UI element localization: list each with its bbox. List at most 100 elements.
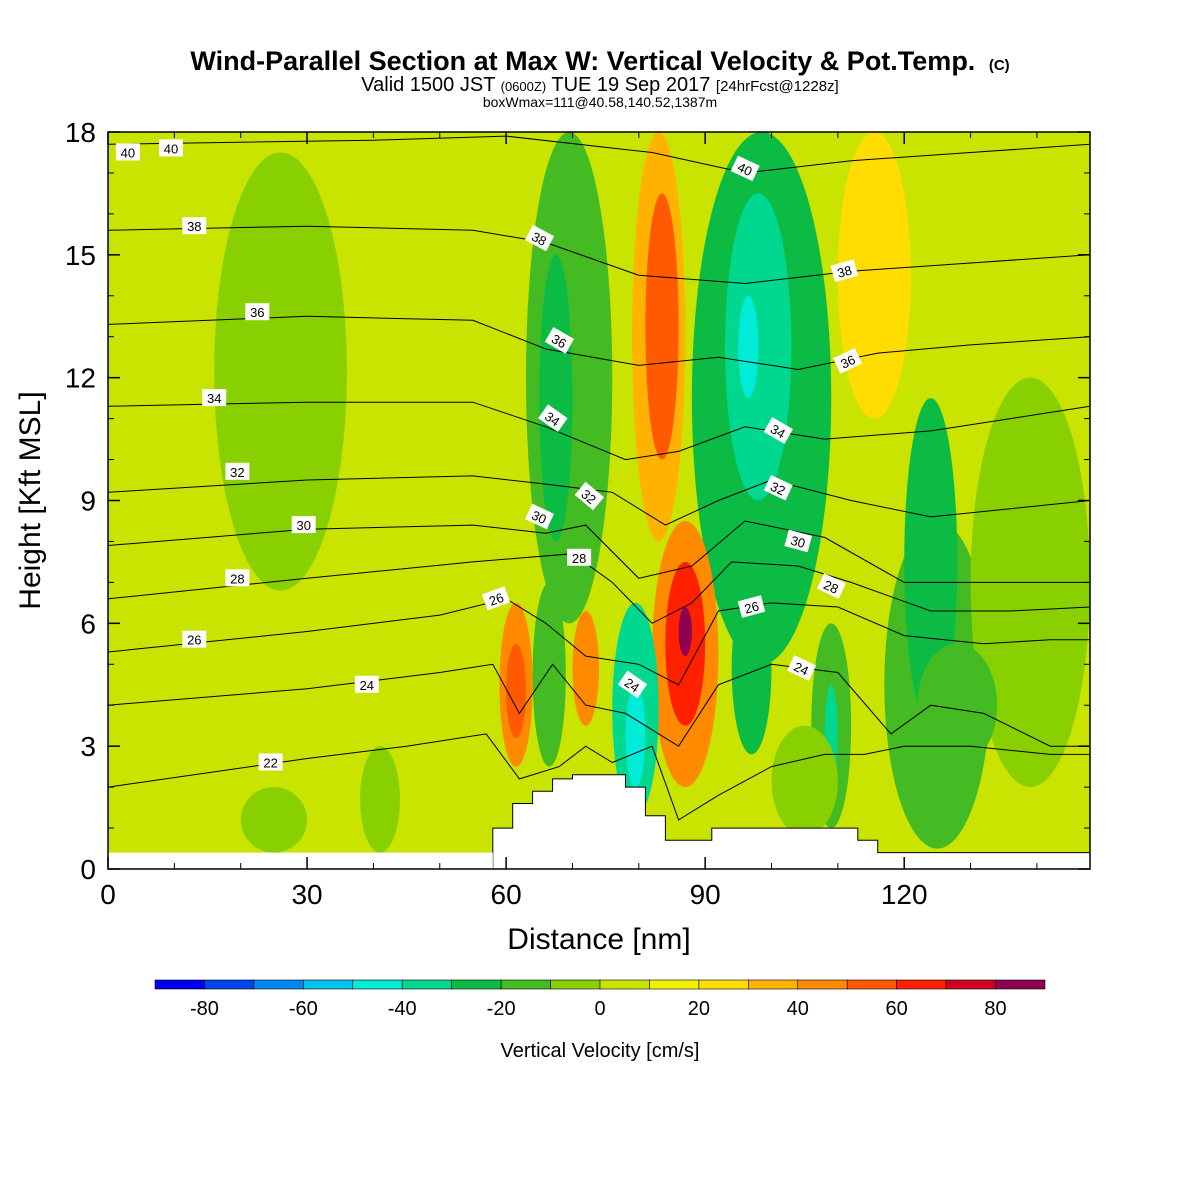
colorbar-tick-label: 0 [594,998,605,1020]
colorbar-swatch [995,979,1046,990]
contour-label: 26 [481,586,511,611]
velocity-cell [360,746,400,853]
contour-label-box [830,259,859,283]
colorbar-swatch [698,979,749,990]
colorbar-tick-label: 40 [787,998,809,1020]
colorbar-tick-label: 80 [984,998,1006,1020]
contour-label-box [763,474,793,501]
contour-label-text: 40 [735,159,754,179]
contour-label: 36 [544,327,575,354]
contour-label-box [159,139,183,157]
contour-label-text: 40 [121,146,135,161]
isentrope-28 [108,553,1090,624]
colorbar-swatch [154,979,205,990]
contour-label: 24 [787,655,817,681]
colorbar-swatch [204,979,255,990]
boxwmax-line: boxWmax=111@40.58,140.52,1387m [483,94,717,110]
contour-label: 28 [816,573,846,599]
contour-label-box [787,655,817,681]
contour-label-text: 34 [542,409,562,430]
velocity-cell [725,193,792,501]
plot-area: 40 40 38 36 34 32 30 28 26 24 22 38 36 34 32 30 28 26 24 40… [107,131,1091,870]
vertical-velocity-field [108,132,1090,869]
contour-label-box [730,155,760,182]
colorbar-swatch [352,979,403,990]
contour-label-box [524,224,555,252]
velocity-cell [506,643,527,738]
colorbar-swatch [401,979,452,990]
colorbar-tick-label: -80 [190,998,219,1020]
contour-label: 34 [202,389,227,407]
contour-labels: 40 40 38 36 34 32 30 28 26 24 22 38 36 34 32 30 28 26 24 40… [115,139,863,771]
contour-label: 30 [784,529,813,553]
contour-label-text: 30 [789,533,807,551]
contour-label-box [737,595,766,618]
valid-time-line: Valid 1500 JST (0600Z) TUE 19 Sep 2017 [… [361,74,838,96]
velocity-cell [738,295,759,399]
velocity-cell [678,606,692,657]
isentrope-34 [108,401,1090,461]
contour-label-box [833,348,863,374]
contour-label-box [354,675,379,693]
contour-label-box [115,143,140,161]
contour-label-text: 28 [572,551,586,566]
contour-label-text: 26 [743,598,761,616]
isentrope-24 [108,663,1090,747]
colorbar-swatch [303,979,354,990]
y-tick-label: 12 [65,363,96,394]
contour-label: 26 [182,630,207,648]
contour-label-box [291,516,316,534]
contour-label-box [258,753,283,771]
colorbar-tick-label: 60 [886,998,908,1020]
x-tick-label: 90 [690,879,721,910]
contour-label-box [182,630,207,648]
contour-label-text: 22 [263,756,277,771]
y-tick-label: 15 [65,240,96,271]
velocity-cell [917,418,945,583]
contour-label-box [202,389,227,407]
contour-label: 38 [524,224,555,252]
contour-label: 24 [617,670,648,699]
contour-label: 32 [574,481,604,511]
contour-label-text: 36 [250,305,264,320]
ground-strip-left [108,852,493,869]
contour-label-box [225,569,250,587]
contour-label: 30 [291,516,316,534]
contour-label: 40 [159,139,183,157]
y-tick-label: 3 [80,731,96,762]
contour-label-box [525,503,554,530]
velocity-cell [572,611,599,726]
contour-label: 36 [833,348,863,374]
contour-label-text: 26 [187,633,201,648]
contour-label-box [816,573,846,599]
contour-label-box [784,529,813,553]
contour-label-text: 36 [838,352,857,372]
contour-label-text: 32 [768,479,787,499]
colorbar-swatch [451,979,502,990]
contour-label: 38 [830,259,859,283]
contour-label-box [567,548,592,566]
contour-label-text: 28 [230,571,244,586]
contour-label-text: 38 [187,219,201,234]
isentrope-38 [108,225,1090,285]
colorbar-swatch [797,979,848,990]
x-axis-label: Distance [nm] [507,923,690,956]
contour-label-text: 40 [164,141,178,156]
y-tick-label: 9 [80,486,96,517]
colorbar-tick-label: -60 [289,998,318,1020]
potential-temperature-contours [108,135,1090,821]
colorbar-tick-label: 20 [688,998,710,1020]
contour-label-text: 24 [360,678,374,693]
contour-label: 26 [737,595,766,618]
velocity-cell [240,787,308,853]
isentrope-30 [108,520,1090,583]
contour-label-box [182,217,207,235]
colorbar-swatch [846,979,897,990]
colorbar-swatch [599,979,650,990]
velocity-cell [837,132,911,419]
contour-label-text: 32 [230,465,244,480]
velocity-cell [532,582,566,767]
contour-label-box [538,404,568,433]
isentrope-32 [108,475,1090,526]
